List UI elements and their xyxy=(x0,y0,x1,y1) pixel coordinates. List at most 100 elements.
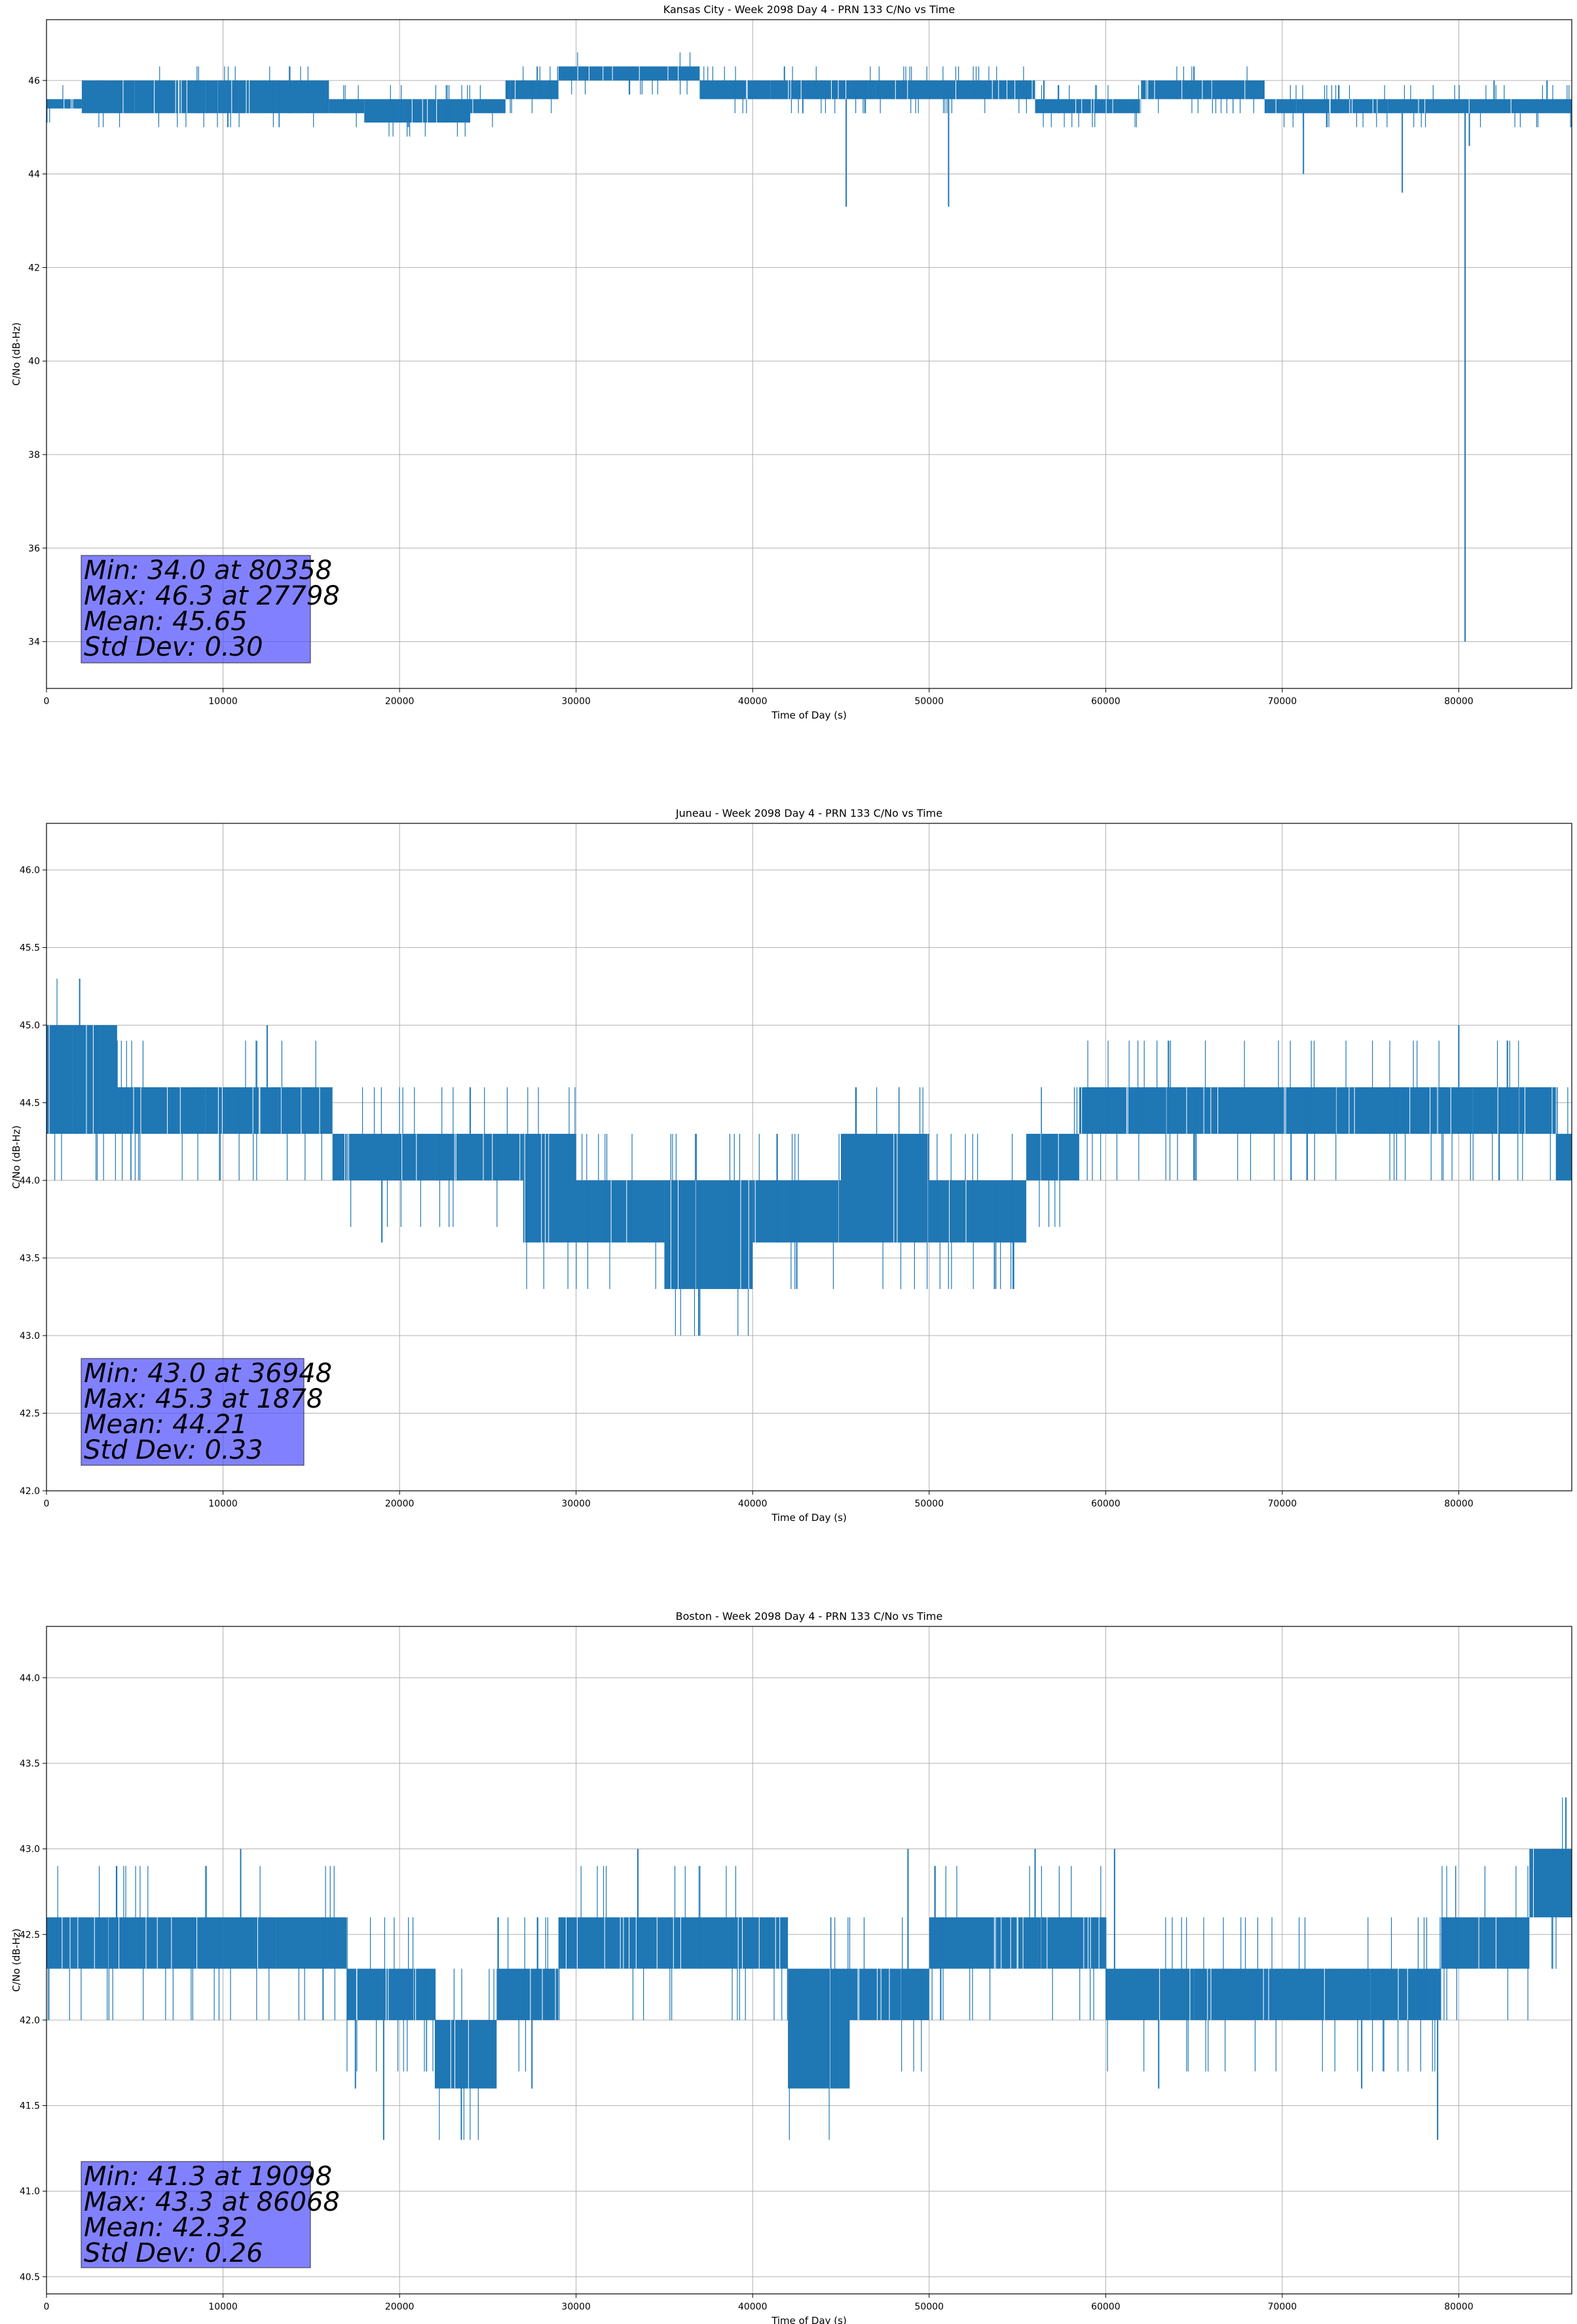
y-tick-label: 34 xyxy=(28,637,40,648)
chart-panel-1: Juneau - Week 2098 Day 4 - PRN 133 C/No … xyxy=(10,807,1572,1524)
axes-frame xyxy=(46,19,1572,689)
y-tick-label: 38 xyxy=(28,450,40,460)
y-tick-label: 44.0 xyxy=(20,1673,40,1683)
stats-line: Max: 46.3 at 27798 xyxy=(84,581,340,611)
stats-line: Min: 41.3 at 19098 xyxy=(84,2162,332,2192)
y-tick-label: 44 xyxy=(28,170,40,180)
stats-box-background xyxy=(81,1358,305,1466)
cno-band xyxy=(470,99,506,113)
stats-box-background xyxy=(81,2161,311,2268)
y-tick-label: 41.5 xyxy=(20,2101,40,2112)
stats-box-background xyxy=(81,555,311,664)
chart-title: Juneau - Week 2098 Day 4 - PRN 133 C/No … xyxy=(675,807,942,819)
cno-band xyxy=(496,1968,559,2020)
cno-band xyxy=(435,1133,523,1181)
x-tick-label: 40000 xyxy=(738,696,768,707)
y-tick-label: 42 xyxy=(28,263,40,273)
x-tick-label: 0 xyxy=(44,1499,50,1509)
x-tick-label: 60000 xyxy=(1091,1499,1121,1509)
data-series xyxy=(46,978,1572,1336)
chart-title: Boston - Week 2098 Day 4 - PRN 133 C/No … xyxy=(676,1610,943,1622)
x-tick-label: 70000 xyxy=(1268,2302,1297,2312)
y-tick-label: 40.5 xyxy=(20,2272,40,2283)
y-tick-label: 40 xyxy=(28,356,40,367)
cno-band xyxy=(1026,1133,1079,1181)
x-tick-label: 10000 xyxy=(208,2302,238,2312)
cno-band xyxy=(276,1917,347,1969)
x-tick-label: 20000 xyxy=(385,696,415,707)
stats-line: Min: 43.0 at 36948 xyxy=(84,1359,332,1389)
cno-band xyxy=(329,99,365,113)
x-tick-label: 10000 xyxy=(208,1499,238,1509)
x-tick-label: 40000 xyxy=(738,2302,768,2312)
stats-line: Std Dev: 0.33 xyxy=(84,1435,263,1465)
x-tick-label: 70000 xyxy=(1268,1499,1297,1509)
y-axis-label: C/No (dB-Hz) xyxy=(10,1125,22,1189)
y-tick-label: 45.0 xyxy=(20,1021,40,1031)
chart-panel-0: Kansas City - Week 2098 Day 4 - PRN 133 … xyxy=(10,3,1572,721)
y-tick-label: 36 xyxy=(28,544,40,554)
cno-band xyxy=(1141,80,1265,100)
y-axis-label: C/No (dB-Hz) xyxy=(10,1928,22,1992)
y-tick-label: 46 xyxy=(28,76,40,86)
axes-frame xyxy=(46,823,1572,1491)
stats-line: Mean: 42.32 xyxy=(84,2213,248,2243)
cno-band xyxy=(929,1917,1106,1969)
y-tick-label: 41.0 xyxy=(20,2186,40,2197)
cno-band xyxy=(1282,1968,1371,2020)
cno-band xyxy=(841,1133,929,1243)
cno-band xyxy=(1194,1968,1282,2020)
x-tick-label: 60000 xyxy=(1091,2302,1121,2312)
stats-line: Std Dev: 0.26 xyxy=(84,2238,263,2268)
x-tick-label: 20000 xyxy=(385,1499,415,1509)
x-tick-label: 80000 xyxy=(1444,2302,1474,2312)
x-tick-label: 80000 xyxy=(1444,1499,1474,1509)
y-tick-label: 43.5 xyxy=(20,1254,40,1264)
cno-band xyxy=(1529,1848,1572,1918)
x-tick-label: 70000 xyxy=(1268,696,1297,707)
x-tick-label: 30000 xyxy=(561,1499,591,1509)
axes-frame xyxy=(46,1626,1572,2295)
stats-line: Max: 43.3 at 86068 xyxy=(84,2187,340,2217)
x-tick-label: 50000 xyxy=(915,2302,944,2312)
x-tick-label: 10000 xyxy=(208,696,238,707)
cno-band xyxy=(1370,1968,1441,2020)
y-tick-label: 43.5 xyxy=(20,1759,40,1769)
cno-band xyxy=(73,1025,117,1134)
y-tick-label: 42.0 xyxy=(20,2015,40,2026)
x-tick-label: 50000 xyxy=(915,1499,944,1509)
cno-band xyxy=(1105,1968,1195,2020)
cno-band xyxy=(46,1917,223,1969)
cno-band xyxy=(1079,1087,1282,1134)
cno-band xyxy=(205,1087,333,1134)
stats-line: Min: 34.0 at 80358 xyxy=(84,555,332,586)
cno-band xyxy=(364,99,470,123)
x-tick-label: 60000 xyxy=(1091,696,1121,707)
y-tick-label: 43.0 xyxy=(20,1845,40,1855)
cno-band xyxy=(1555,1133,1572,1181)
chart-panel-2: Boston - Week 2098 Day 4 - PRN 133 C/No … xyxy=(10,1610,1572,2324)
cno-band xyxy=(205,80,329,113)
y-tick-label: 42.0 xyxy=(20,1486,40,1497)
cno-band xyxy=(576,1180,665,1243)
x-tick-label: 30000 xyxy=(561,2302,591,2312)
y-axis-label: C/No (dB-Hz) xyxy=(10,322,22,386)
cno-band xyxy=(752,1180,842,1243)
x-axis-label: Time of Day (s) xyxy=(771,2315,847,2324)
y-tick-label: 44.0 xyxy=(20,1176,40,1186)
data-series xyxy=(46,52,1572,642)
x-tick-label: 20000 xyxy=(385,2302,415,2312)
cno-band xyxy=(46,1025,73,1134)
chart-title: Kansas City - Week 2098 Day 4 - PRN 133 … xyxy=(663,3,955,16)
x-axis-label: Time of Day (s) xyxy=(771,1512,847,1524)
stats-line: Mean: 44.21 xyxy=(84,1410,248,1440)
cno-band xyxy=(346,1968,436,2020)
cno-band xyxy=(117,1087,206,1134)
y-tick-label: 44.5 xyxy=(20,1098,40,1109)
cno-band xyxy=(1035,99,1141,113)
cno-band xyxy=(134,80,206,113)
x-tick-label: 80000 xyxy=(1444,696,1474,707)
